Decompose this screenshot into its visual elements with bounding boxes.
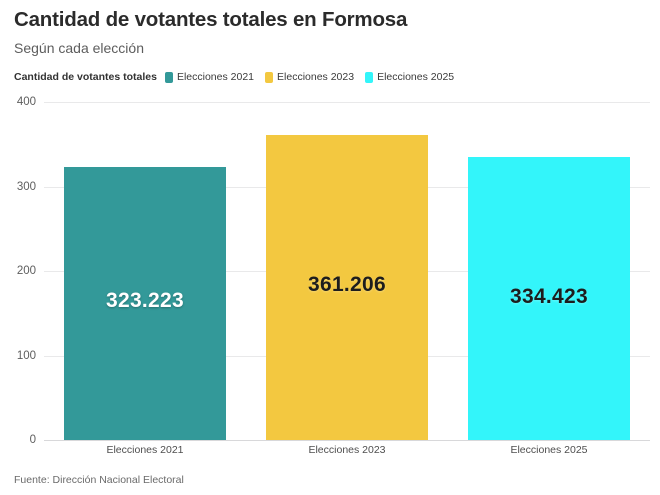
bar-value-label: 361.206 (307, 273, 386, 297)
x-axis-tick-label: Elecciones 2021 (106, 444, 184, 456)
legend-item-elecciones-2021[interactable]: Elecciones 2021 (164, 71, 255, 83)
legend-item-label: Elecciones 2023 (277, 71, 355, 83)
chart-subtitle: Según cada elección (14, 40, 144, 56)
legend-item-label: Elecciones 2025 (377, 71, 455, 83)
chart-legend: Cantidad de votantes totales Elecciones … (14, 70, 465, 84)
legend-title: Cantidad de votantes totales (14, 71, 157, 83)
bar-rect (64, 166, 226, 440)
y-axis-tick-label: 200 (16, 265, 36, 277)
legend-item-elecciones-2023[interactable]: Elecciones 2023 (265, 71, 354, 83)
legend-item-elecciones-2025[interactable]: Elecciones 2025 (365, 71, 454, 83)
x-axis-tick-label: Elecciones 2023 (308, 444, 386, 456)
legend-swatch-icon (265, 71, 274, 83)
gridline (44, 440, 650, 441)
legend-swatch-icon (365, 71, 374, 83)
bar[interactable]: 361.206 (266, 134, 428, 440)
legend-swatch-icon (164, 71, 173, 83)
bar-value-label: 334.423 (509, 284, 588, 308)
y-axis-tick-label: 300 (16, 180, 36, 193)
y-axis-tick-label: 400 (16, 96, 36, 108)
source-note: Fuente: Dirección Nacional Electoral (14, 474, 184, 486)
legend-item-label: Elecciones 2021 (176, 71, 255, 83)
x-axis: Elecciones 2021 Elecciones 2023 Elecciones… (44, 444, 650, 464)
x-axis-tick-label: Elecciones 2025 (510, 444, 588, 456)
gridline (44, 102, 650, 103)
bar-value-label: 323.223 (105, 289, 184, 313)
bar[interactable]: 334.423 (468, 157, 630, 440)
bar-series: 323.223 361.206 334.423 (44, 102, 650, 440)
bar[interactable]: 323.223 (64, 166, 226, 440)
bar-rect (266, 134, 428, 440)
page-title: Cantidad de votantes totales en Formosa (14, 8, 408, 31)
y-axis-tick-label: 100 (16, 349, 36, 362)
y-axis-tick-label: 0 (29, 434, 36, 446)
bar-rect (468, 157, 630, 440)
